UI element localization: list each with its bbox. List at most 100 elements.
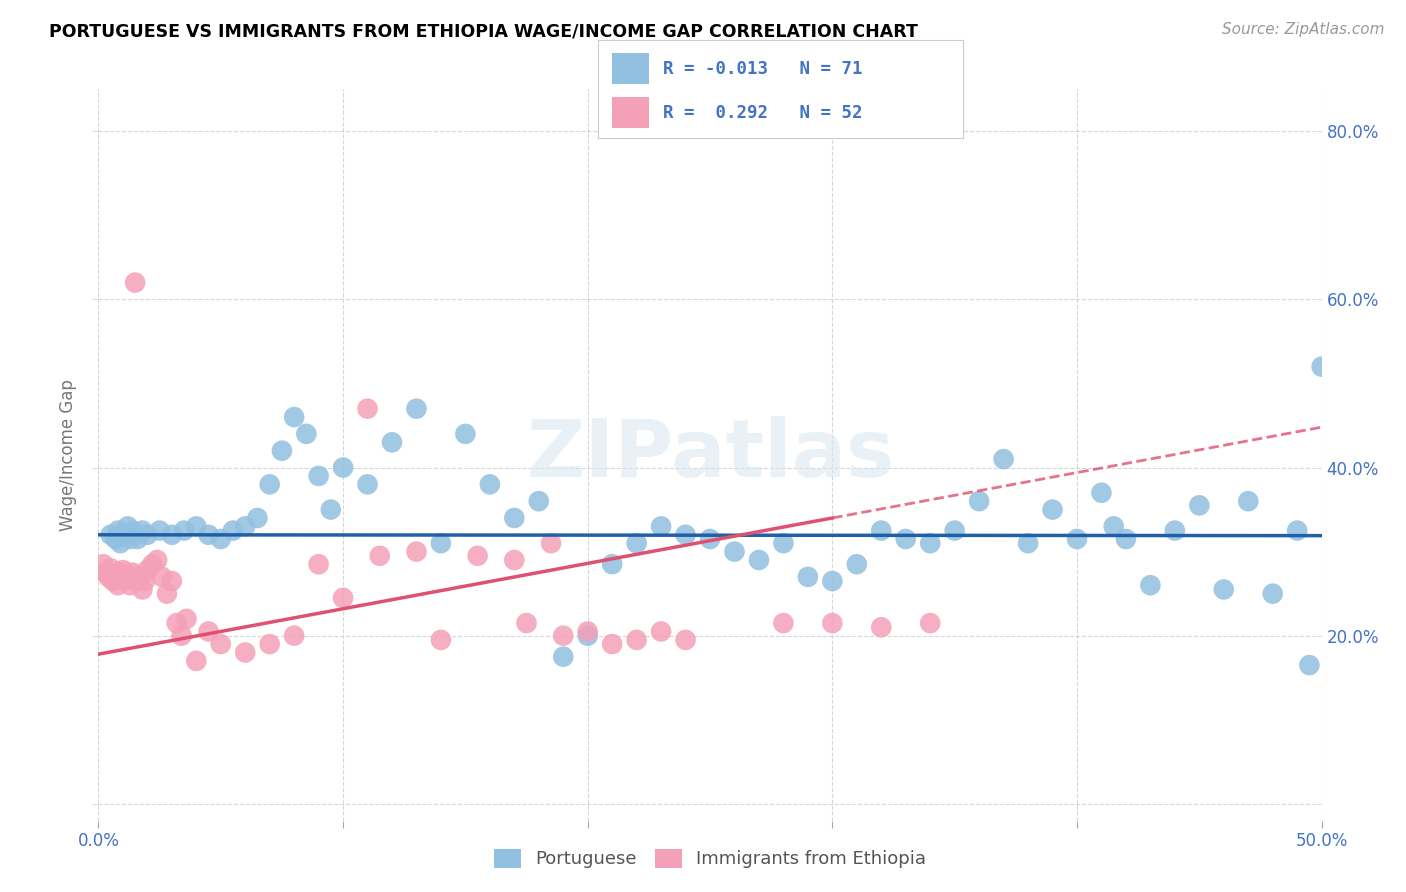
Point [845, 558, 868, 572]
Point [1090, 485, 1112, 500]
Point [100, 561, 122, 575]
Text: R =  0.292   N = 52: R = 0.292 N = 52 [664, 103, 863, 121]
Point [699, 532, 721, 546]
Point [650, 624, 672, 639]
Point [821, 574, 844, 588]
Point [150, 570, 173, 584]
Point [405, 544, 427, 558]
Point [430, 632, 453, 647]
Point [114, 574, 136, 588]
Point [870, 524, 893, 538]
Text: R = -0.013   N = 71: R = -0.013 N = 71 [664, 60, 863, 78]
Point [467, 549, 489, 563]
Point [821, 616, 844, 631]
Legend: Portuguese, Immigrants from Ethiopia: Portuguese, Immigrants from Ethiopia [488, 844, 932, 874]
Point [283, 410, 305, 425]
Point [797, 570, 820, 584]
Point [1017, 536, 1039, 550]
Point [121, 566, 143, 580]
Point [993, 452, 1015, 467]
Point [141, 558, 163, 572]
Point [156, 587, 179, 601]
Point [222, 524, 245, 538]
Point [650, 519, 672, 533]
Point [600, 637, 623, 651]
Point [308, 469, 330, 483]
Point [270, 443, 294, 458]
Point [308, 558, 330, 572]
Point [120, 532, 142, 546]
Point [233, 519, 256, 533]
Point [136, 528, 159, 542]
Point [110, 536, 132, 550]
Point [110, 566, 132, 580]
Point [319, 502, 342, 516]
Y-axis label: Wage/Income Gap: Wage/Income Gap [59, 379, 77, 531]
Point [259, 477, 281, 491]
Point [332, 460, 354, 475]
Point [136, 563, 159, 577]
Point [209, 532, 232, 546]
Point [197, 624, 219, 639]
Point [100, 528, 122, 542]
Point [772, 536, 794, 550]
Point [576, 629, 599, 643]
Point [186, 519, 208, 533]
Point [748, 553, 770, 567]
Point [332, 591, 354, 605]
Point [1115, 532, 1137, 546]
Point [149, 524, 172, 538]
Point [146, 553, 169, 567]
Point [920, 616, 942, 631]
Point [111, 526, 134, 541]
Point [430, 536, 453, 550]
Point [967, 494, 990, 508]
Point [576, 624, 599, 639]
Point [104, 532, 127, 546]
Point [1066, 532, 1088, 546]
Point [1042, 502, 1064, 516]
Point [160, 574, 183, 588]
Point [131, 582, 153, 597]
Point [117, 570, 139, 584]
Point [134, 574, 156, 588]
Point [478, 477, 501, 491]
Point [1188, 499, 1211, 513]
Point [675, 632, 697, 647]
Point [176, 612, 198, 626]
Point [1286, 524, 1309, 538]
Point [166, 616, 188, 631]
Point [197, 528, 219, 542]
Point [124, 528, 146, 542]
Point [503, 553, 526, 567]
Point [368, 549, 391, 563]
Point [503, 511, 526, 525]
Point [246, 511, 269, 525]
Point [124, 276, 146, 290]
Bar [612, 97, 648, 128]
Point [540, 536, 562, 550]
Point [1102, 519, 1125, 533]
Point [894, 532, 917, 546]
Text: PORTUGUESE VS IMMIGRANTS FROM ETHIOPIA WAGE/INCOME GAP CORRELATION CHART: PORTUGUESE VS IMMIGRANTS FROM ETHIOPIA W… [49, 22, 918, 40]
Point [127, 532, 149, 546]
Text: ZIPatlas: ZIPatlas [526, 416, 894, 494]
Point [104, 570, 127, 584]
Point [515, 616, 537, 631]
Point [723, 544, 745, 558]
Point [114, 529, 136, 543]
Point [129, 570, 152, 584]
Point [943, 524, 966, 538]
Point [131, 524, 153, 538]
Point [1261, 587, 1284, 601]
Point [91, 558, 114, 572]
Point [186, 654, 208, 668]
Point [111, 563, 134, 577]
Point [1298, 658, 1320, 673]
Point [870, 620, 893, 634]
Text: Source: ZipAtlas.com: Source: ZipAtlas.com [1222, 22, 1385, 37]
Point [117, 519, 139, 533]
Point [160, 528, 183, 542]
Bar [612, 53, 648, 85]
Point [356, 401, 378, 416]
